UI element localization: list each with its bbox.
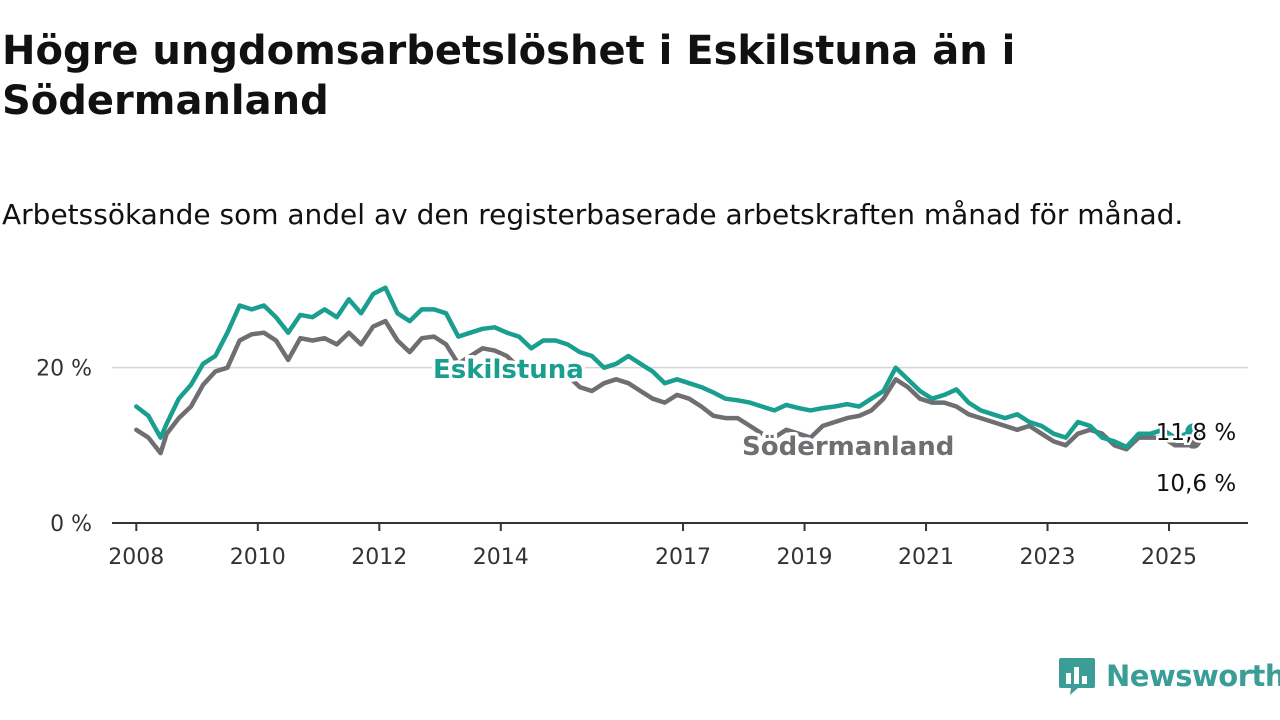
x-tick-label: 2019	[777, 545, 833, 570]
series-label: Eskilstuna	[433, 355, 584, 385]
brand-name: Newsworthy	[1106, 659, 1280, 693]
x-tick-label: 2008	[108, 545, 164, 570]
x-tick-label: 2010	[230, 545, 286, 570]
brand-logo[interactable]: Newsworthy	[1058, 652, 1280, 700]
newsworthy-logo-icon	[1059, 658, 1095, 695]
x-tick-label: 2012	[351, 545, 407, 570]
series-label: Södermanland	[742, 432, 954, 462]
x-tick-label: 2021	[898, 545, 954, 570]
y-tick-label: 20 %	[36, 357, 92, 382]
end-value-label: 10,6 %	[1156, 471, 1236, 497]
end-value-label: 11,8 %	[1156, 420, 1236, 446]
series-line-eskilstuna	[134, 285, 1196, 450]
end-point	[1185, 423, 1202, 440]
x-tick-label: 2017	[655, 545, 711, 570]
series-line-sdermanland	[134, 318, 1196, 456]
x-tick-label: 2014	[473, 545, 529, 570]
chart-subtitle: Arbetssökande som andel av den registerb…	[2, 198, 1184, 231]
x-tick-label: 2023	[1020, 545, 1076, 570]
y-tick-label: 0 %	[50, 512, 92, 537]
chart-title: Högre ungdomsarbetslöshet i Eskilstuna ä…	[2, 28, 1016, 124]
x-tick-label: 2025	[1141, 545, 1197, 570]
